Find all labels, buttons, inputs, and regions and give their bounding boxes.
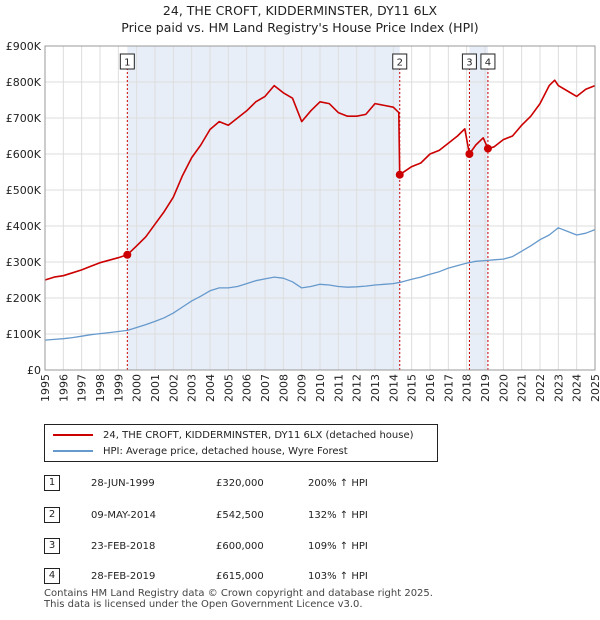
y-tick-label: £200K bbox=[6, 292, 42, 305]
y-tick-label: £800K bbox=[6, 76, 42, 89]
transaction-marker-label: 1 bbox=[124, 58, 130, 69]
hpi-line bbox=[44, 227, 596, 341]
price-chart: 1 2 3 4 £0 £100K £200K £300K £400K £500K £600K £70… bbox=[6, 40, 600, 402]
ownership-shade bbox=[127, 46, 400, 370]
y-tick-label: £700K bbox=[6, 112, 42, 125]
transaction-hpi-change: 103% ↑ HPI bbox=[308, 571, 368, 582]
table-row: 2 09-MAY-2014 £542,500 132% ↑ HPI bbox=[44, 507, 464, 525]
chart-title-line-1: 24, THE CROFT, KIDDERMINSTER, DY11 6LX bbox=[162, 3, 438, 18]
y-tick-label: £0 bbox=[27, 364, 41, 377]
legend-label-property: 24, THE CROFT, KIDDERMINSTER, DY11 6LX (… bbox=[103, 429, 414, 441]
x-tick-label: 2007 bbox=[259, 374, 272, 402]
x-tick-label: 1999 bbox=[112, 374, 125, 402]
transaction-marker-label: 2 bbox=[397, 58, 403, 69]
transaction-point bbox=[395, 170, 404, 179]
legend-swatch-property bbox=[53, 434, 93, 436]
legend-item-property: 24, THE CROFT, KIDDERMINSTER, DY11 6LX (… bbox=[53, 427, 414, 443]
transaction-price: £600,000 bbox=[216, 541, 264, 552]
transaction-point bbox=[465, 150, 474, 158]
transaction-number-badge: 2 bbox=[44, 507, 60, 523]
x-tick-label: 2020 bbox=[497, 374, 510, 402]
transaction-point bbox=[123, 250, 132, 259]
transaction-hpi-change: 200% ↑ HPI bbox=[308, 478, 368, 489]
transaction-date: 09-MAY-2014 bbox=[91, 510, 157, 521]
transaction-marker-label: 3 bbox=[466, 58, 472, 69]
legend-label-hpi: HPI: Average price, detached house, Wyre… bbox=[103, 445, 348, 457]
legend-item-hpi: HPI: Average price, detached house, Wyre… bbox=[53, 443, 348, 459]
x-tick-label: 2018 bbox=[461, 374, 474, 402]
transaction-marker-box bbox=[392, 53, 408, 70]
transaction-number-badge: 3 bbox=[44, 538, 60, 554]
ownership-shade bbox=[469, 46, 488, 370]
transaction-date: 28-FEB-2019 bbox=[91, 571, 156, 582]
x-tick-label: 2010 bbox=[314, 374, 327, 402]
x-tick-label: 2017 bbox=[442, 374, 455, 402]
y-tick-label: £900K bbox=[6, 40, 42, 53]
transaction-price: £542,500 bbox=[216, 510, 264, 521]
x-tick-label: 2015 bbox=[406, 374, 419, 402]
x-tick-label: 1998 bbox=[94, 374, 107, 402]
table-row: 3 23-FEB-2018 £600,000 109% ↑ HPI bbox=[44, 538, 464, 556]
x-tick-label: 2024 bbox=[571, 374, 584, 402]
property-price-line bbox=[44, 79, 596, 281]
footer-licence: This data is licensed under the Open Gov… bbox=[44, 599, 363, 610]
x-tick-label: 2009 bbox=[296, 374, 309, 402]
x-tick-label: 2005 bbox=[222, 374, 235, 402]
chart-title-line-2: Price paid vs. HM Land Registry's House … bbox=[121, 20, 479, 35]
y-tick-label: £300K bbox=[6, 256, 42, 269]
transaction-marker-box bbox=[461, 53, 477, 70]
x-tick-label: 2011 bbox=[332, 374, 345, 402]
x-tick-label: 2014 bbox=[387, 374, 400, 402]
x-tick-label: 2001 bbox=[149, 374, 162, 402]
y-tick-label: £600K bbox=[6, 148, 42, 161]
legend-swatch-hpi bbox=[53, 450, 93, 452]
x-tick-label: 2022 bbox=[534, 374, 547, 402]
transaction-number-badge: 1 bbox=[44, 475, 60, 491]
x-tick-label: 2006 bbox=[241, 374, 254, 402]
y-tick-label: £400K bbox=[6, 220, 42, 233]
x-tick-label: 2021 bbox=[516, 374, 529, 402]
transaction-marker-box bbox=[480, 53, 496, 70]
transaction-marker-label: 4 bbox=[485, 58, 491, 69]
x-tick-label: 2023 bbox=[552, 374, 565, 402]
x-tick-label: 2019 bbox=[479, 374, 492, 402]
transaction-point bbox=[483, 144, 492, 153]
x-tick-label: 2008 bbox=[277, 374, 290, 402]
legend: 24, THE CROFT, KIDDERMINSTER, DY11 6LX (… bbox=[44, 424, 438, 462]
x-tick-label: 2025 bbox=[589, 374, 600, 402]
x-tick-label: 2016 bbox=[424, 374, 437, 402]
x-tick-label: 2000 bbox=[131, 374, 144, 402]
transaction-hpi-change: 132% ↑ HPI bbox=[308, 510, 368, 521]
footer-copyright: Contains HM Land Registry data © Crown c… bbox=[44, 588, 433, 599]
x-tick-label: 1997 bbox=[76, 374, 89, 402]
transaction-price: £320,000 bbox=[216, 478, 264, 489]
transaction-date: 23-FEB-2018 bbox=[91, 541, 156, 552]
transaction-hpi-change: 109% ↑ HPI bbox=[308, 541, 368, 552]
plot-frame bbox=[44, 45, 596, 371]
y-tick-label: £100K bbox=[6, 328, 42, 341]
transaction-price: £615,000 bbox=[216, 571, 264, 582]
transaction-number-badge: 4 bbox=[44, 568, 60, 584]
table-row: 4 28-FEB-2019 £615,000 103% ↑ HPI bbox=[44, 568, 464, 586]
x-tick-label: 2012 bbox=[351, 374, 364, 402]
x-tick-label: 1996 bbox=[57, 374, 70, 402]
x-tick-label: 2002 bbox=[167, 374, 180, 402]
y-tick-label: £500K bbox=[6, 184, 42, 197]
x-tick-label: 2004 bbox=[204, 374, 217, 402]
x-tick-label: 1995 bbox=[39, 374, 52, 402]
footer: Contains HM Land Registry data © Crown c… bbox=[44, 588, 433, 610]
chart-title: 24, THE CROFT, KIDDERMINSTER, DY11 6LX P… bbox=[0, 2, 600, 36]
x-tick-label: 2013 bbox=[369, 374, 382, 402]
transaction-marker-box bbox=[119, 53, 135, 70]
x-tick-label: 2003 bbox=[186, 374, 199, 402]
transaction-date: 28-JUN-1999 bbox=[91, 478, 155, 489]
table-row: 1 28-JUN-1999 £320,000 200% ↑ HPI bbox=[44, 475, 464, 493]
